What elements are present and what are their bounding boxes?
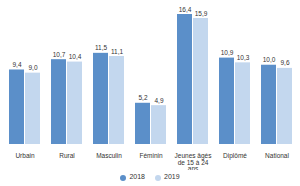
svg-text:Diplômé: Diplômé xyxy=(223,152,247,160)
svg-text:5,2: 5,2 xyxy=(138,94,147,101)
html-text:2018: 2018 xyxy=(129,173,145,181)
svg-text:Urbain: Urbain xyxy=(15,152,35,159)
svg-text:11,5: 11,5 xyxy=(95,44,108,51)
svg-text:4,9: 4,9 xyxy=(154,97,163,104)
svg-text:11,1: 11,1 xyxy=(111,48,124,55)
svg-text:15,9: 15,9 xyxy=(195,10,208,17)
svg-text:10,4: 10,4 xyxy=(69,53,82,60)
svg-text:9,0: 9,0 xyxy=(28,64,37,71)
svg-text:10,7: 10,7 xyxy=(53,51,66,58)
svg-text:9,4: 9,4 xyxy=(12,61,21,68)
svg-text:Jeunes âgésde 15 à 24ans: Jeunes âgésde 15 à 24ans xyxy=(175,152,213,170)
svg-text:Rural: Rural xyxy=(59,152,75,159)
svg-text:Féminin: Féminin xyxy=(139,152,163,159)
svg-text:National: National xyxy=(265,152,289,159)
svg-text:9,6: 9,6 xyxy=(280,59,289,66)
svg-text:10,0: 10,0 xyxy=(263,56,276,63)
svg-text:10,3: 10,3 xyxy=(237,54,250,61)
svg-text:16,4: 16,4 xyxy=(179,6,192,13)
svg-text:10,9: 10,9 xyxy=(221,49,234,56)
svg-text:Masculin: Masculin xyxy=(96,152,122,159)
html-text:2019: 2019 xyxy=(164,173,180,181)
